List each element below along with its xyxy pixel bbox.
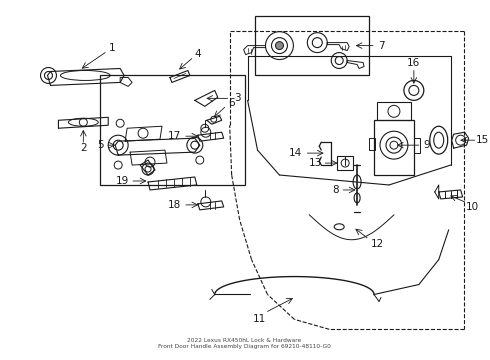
Text: 4: 4 [195, 49, 201, 59]
Text: 19: 19 [116, 176, 129, 186]
Text: 18: 18 [168, 200, 181, 210]
Bar [377, 102, 411, 120]
Bar [414, 138, 420, 153]
Text: 11: 11 [253, 314, 266, 324]
Bar [369, 138, 375, 150]
Text: 6: 6 [228, 98, 235, 108]
Bar [374, 120, 414, 175]
Text: 15: 15 [476, 135, 489, 145]
Text: 10: 10 [466, 202, 479, 212]
Text: 1: 1 [109, 42, 116, 53]
Bar [337, 156, 353, 170]
Text: 7: 7 [378, 41, 384, 51]
Text: 13: 13 [309, 158, 322, 168]
Circle shape [275, 42, 283, 50]
Bar [255, 16, 369, 76]
Text: 14: 14 [289, 148, 302, 158]
Text: 3: 3 [234, 93, 241, 103]
Text: 2: 2 [80, 143, 87, 153]
Bar [100, 76, 245, 185]
Text: 8: 8 [332, 185, 339, 195]
Text: 17: 17 [168, 131, 181, 141]
Text: 12: 12 [370, 239, 384, 249]
Text: 9: 9 [423, 140, 430, 150]
Text: 5: 5 [97, 140, 103, 150]
Text: 2022 Lexus RX450hL Lock & Hardware
Front Door Handle Assembly Diagram for 69210-: 2022 Lexus RX450hL Lock & Hardware Front… [158, 338, 331, 349]
Text: 16: 16 [407, 58, 420, 68]
